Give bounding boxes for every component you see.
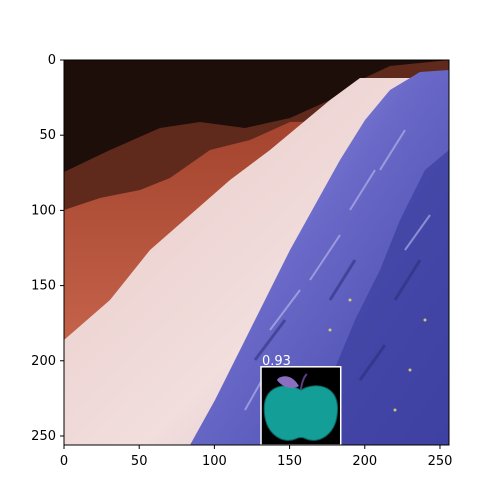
x-tick-label: 100 (202, 454, 227, 469)
x-tick-label: 200 (352, 454, 377, 469)
y-tick-label: 200 (31, 354, 56, 369)
apple-icon (263, 373, 339, 441)
y-tick-label: 100 (31, 203, 56, 218)
y-tick-label: 0 (48, 53, 56, 68)
axes-frame (63, 59, 450, 446)
detection: 0.93 (260, 354, 342, 446)
photo (64, 60, 449, 445)
x-axis-ticks: 0 50 100 150 200 250 (60, 445, 453, 469)
x-tick-label: 250 (428, 454, 453, 469)
y-axis-ticks: 0 50 100 150 200 250 (31, 53, 64, 444)
x-tick-label: 0 (60, 454, 68, 469)
x-tick-label: 150 (277, 454, 302, 469)
y-tick-label: 150 (31, 279, 56, 294)
detection-score: 0.93 (262, 354, 291, 369)
y-tick-label: 250 (31, 429, 56, 444)
y-tick-label: 50 (39, 128, 56, 143)
x-tick-label: 50 (131, 454, 148, 469)
